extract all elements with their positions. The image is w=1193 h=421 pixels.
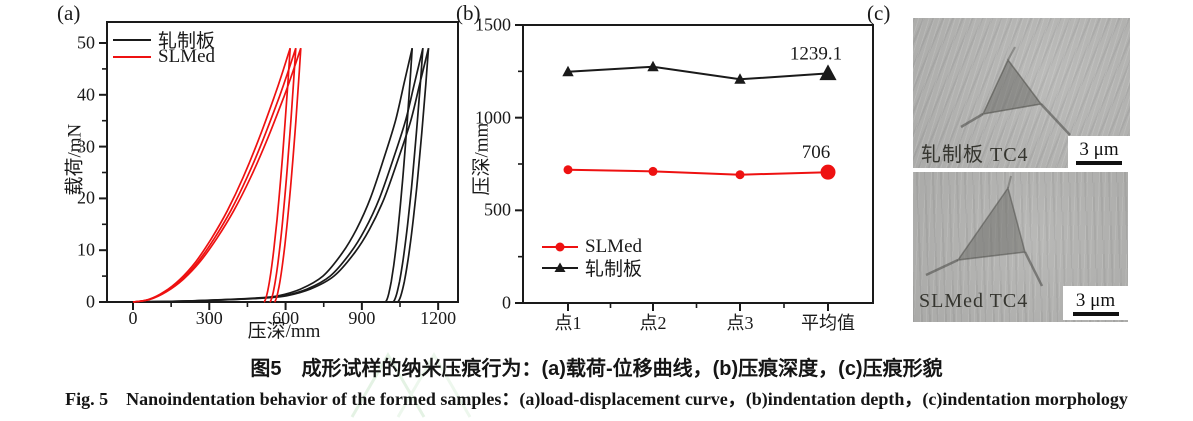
panel-a-plot	[99, 21, 459, 310]
panel-c-tag: (c)	[867, 1, 891, 25]
panel-a-x-tick-label: 900	[348, 308, 376, 328]
panel-a-x-tick-label: 1200	[420, 308, 457, 328]
caption-english: Fig. 5 Nanoindentation behavior of the f…	[65, 389, 1128, 409]
panel-b-legend-slmed: SLMed	[541, 236, 642, 258]
panel-a-y-tick-label: 50	[77, 32, 95, 53]
panel-a-legend-rolled-label: 轧制板	[158, 31, 216, 52]
panel-b-tag: (b)	[456, 1, 481, 25]
panel-b-legend-rolled: 轧制板	[541, 254, 642, 281]
average-value-label: 706	[802, 142, 831, 163]
black-line-icon	[113, 38, 151, 41]
sem-slmed-label: SLMed TC4	[919, 290, 1029, 312]
panel-b-y-axis-label: 压深/mm	[471, 122, 493, 196]
black-line-triangle-icon	[542, 262, 578, 272]
panel-b-y-tick-label: 0	[502, 292, 511, 313]
scale-bar-slmed-text: 3 μm	[1075, 289, 1116, 311]
scale-bar-rolled-text: 3 μm	[1079, 138, 1119, 160]
sem-image-rolled: 轧制板 TC4 3 μm	[913, 18, 1130, 168]
panel-b-x-tick-label: 点2	[639, 313, 667, 333]
sem-image-slmed: SLMed TC4 3 μm	[913, 172, 1128, 322]
panel-a-y-tick-label: 10	[77, 239, 95, 260]
scale-bar-icon	[1072, 311, 1119, 316]
panel-a-x-tick-label: 0	[128, 308, 138, 328]
sem-rolled-label: 轧制板 TC4	[921, 144, 1029, 166]
caption-chinese: 图5 成形试样的纳米压痕行为：(a)载荷-位移曲线，(b)压痕深度，(c)压痕形…	[250, 358, 943, 380]
panel-b-x-tick-label: 平均值	[801, 313, 855, 333]
panel-a-x-axis-label: 压深/mm	[247, 321, 321, 342]
panel-a-x-tick-label: 600	[272, 308, 300, 328]
red-line-circle-icon	[542, 242, 578, 252]
panel-a-y-tick-label: 40	[77, 84, 95, 105]
panel-b-legend-rolled-label: 轧制板	[585, 259, 643, 280]
panel-b-y-tick-label: 500	[484, 199, 511, 220]
red-line-icon	[113, 56, 151, 58]
panel-b-x-tick-label: 点3	[726, 313, 754, 333]
scale-bar-rolled: 3 μm	[1068, 136, 1130, 168]
panel-b-y-tick-label: 1500	[475, 14, 511, 35]
panel-a-y-tick-label: 20	[77, 187, 95, 208]
panel-a-legend-slmed-label: SLMed	[158, 46, 215, 67]
scale-bar-slmed: 3 μm	[1063, 286, 1128, 320]
panel-a-legend-rolled: 轧制板	[112, 26, 215, 53]
panel-b-x-tick-label: 点1	[554, 313, 582, 333]
panel-b-legend-slmed-label: SLMed	[585, 236, 642, 257]
panel-a-x-tick-label: 300	[195, 308, 223, 328]
panel-b-plot: 706 1239.1	[515, 24, 874, 311]
scale-bar-icon	[1076, 160, 1122, 165]
indentation-mark-icon	[925, 175, 1044, 287]
panel-b-y-tick-label: 1000	[475, 107, 511, 128]
watermark	[350, 352, 472, 418]
indentation-mark-icon	[960, 46, 1071, 136]
panel-a-tag: (a)	[57, 1, 81, 25]
panel-a-legend-slmed: SLMed	[112, 46, 215, 68]
panel-a-y-tick-label: 0	[86, 291, 95, 312]
average-value-label: 1239.1	[790, 43, 842, 64]
panel-a-y-tick-label: 30	[77, 136, 95, 157]
